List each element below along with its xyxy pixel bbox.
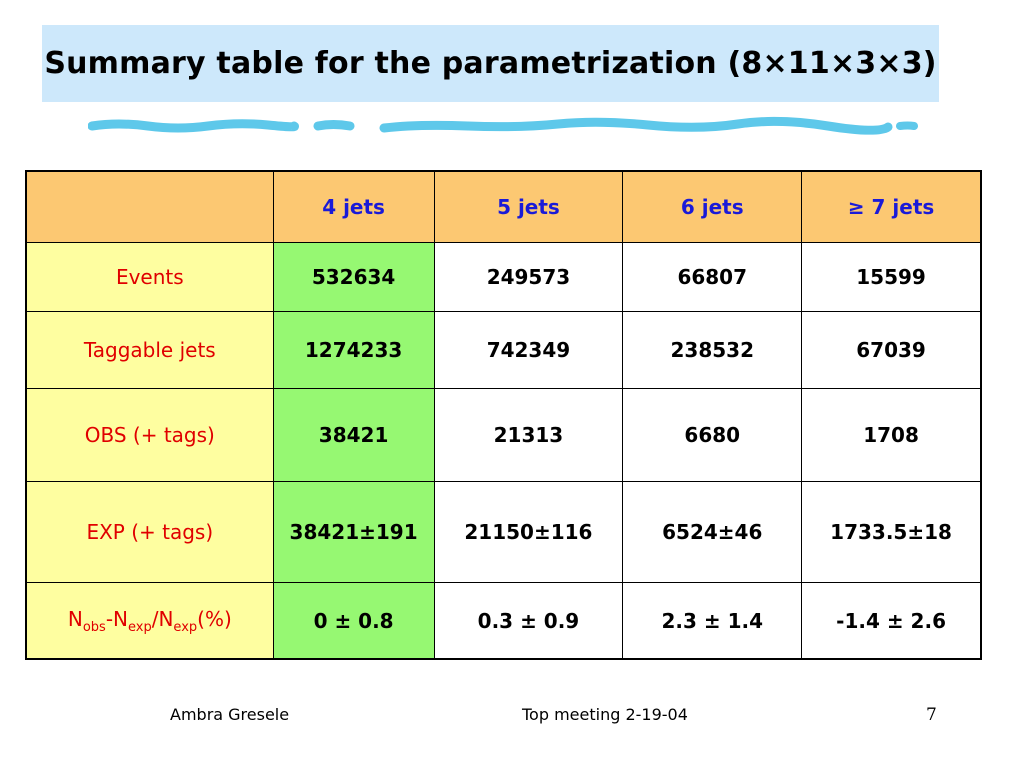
page-number: 7 [926,705,937,725]
table-cell: 21313 [433,388,624,482]
rule-segment-4 [896,121,918,130]
header-6-jets: 6 jets [622,170,803,243]
slide-title: Summary table for the parametrization (8… [44,46,937,81]
footer-author: Ambra Gresele [170,705,290,724]
table-row: Events 532634 249573 66807 15599 [25,242,982,312]
label-part: (%) [197,606,232,631]
table-cell: 6680 [622,388,803,482]
table-cell: -1.4 ± 2.6 [801,582,982,660]
table-cell: 38421 [272,388,435,482]
table-cell: 2.3 ± 1.4 [622,582,803,660]
header-5-jets: 5 jets [433,170,624,243]
table-row: OBS (+ tags) 38421 21313 6680 1708 [25,388,982,482]
footer-meeting: Top meeting 2-19-04 [522,705,688,724]
row-label-events: Events [25,242,274,312]
summary-table: 4 jets 5 jets 6 jets ≥ 7 jets Events 532… [25,170,982,660]
rule-segment-3 [379,116,893,135]
table-cell: 532634 [272,242,435,312]
table-cell: 6524±46 [622,481,803,583]
decorative-rule [88,116,918,135]
rule-segment-2 [313,120,355,131]
label-part: N [67,606,83,631]
row-label-exp: EXP (+ tags) [25,481,274,583]
label-subscript: exp [128,619,152,635]
row-label-obs: OBS (+ tags) [25,388,274,482]
table-cell: 1708 [801,388,982,482]
row-label-taggable-jets: Taggable jets [25,311,274,389]
table-cell: 15599 [801,242,982,312]
label-subscript: exp [173,619,198,635]
table-cell: 238532 [622,311,803,389]
table-cell: 38421±191 [272,481,435,583]
table-row: Nobs-Nexp/Nexp(%) 0 ± 0.8 0.3 ± 0.9 2.3 … [25,582,982,660]
table-cell: 0.3 ± 0.9 [433,582,624,660]
title-box: Summary table for the parametrization (8… [42,25,939,102]
rule-segment-1 [88,119,299,133]
table-row: EXP (+ tags) 38421±191 21150±116 6524±46… [25,481,982,583]
label-part: -N [105,606,128,631]
header-4-jets: 4 jets [272,170,435,243]
table-header-row: 4 jets 5 jets 6 jets ≥ 7 jets [25,170,982,243]
table-cell: 0 ± 0.8 [272,582,435,660]
table-cell: 21150±116 [433,481,624,583]
label-subscript: obs [82,619,106,635]
table-cell: 67039 [801,311,982,389]
table-cell: 66807 [622,242,803,312]
table-cell: 249573 [433,242,624,312]
header-7plus-jets: ≥ 7 jets [801,170,982,243]
label-part: /N [151,606,174,631]
table-cell: 1733.5±18 [801,481,982,583]
table-row: Taggable jets 1274233 742349 238532 6703… [25,311,982,389]
header-corner [25,170,274,243]
row-label-deviation: Nobs-Nexp/Nexp(%) [25,582,274,660]
table-cell: 742349 [433,311,624,389]
table-cell: 1274233 [272,311,435,389]
